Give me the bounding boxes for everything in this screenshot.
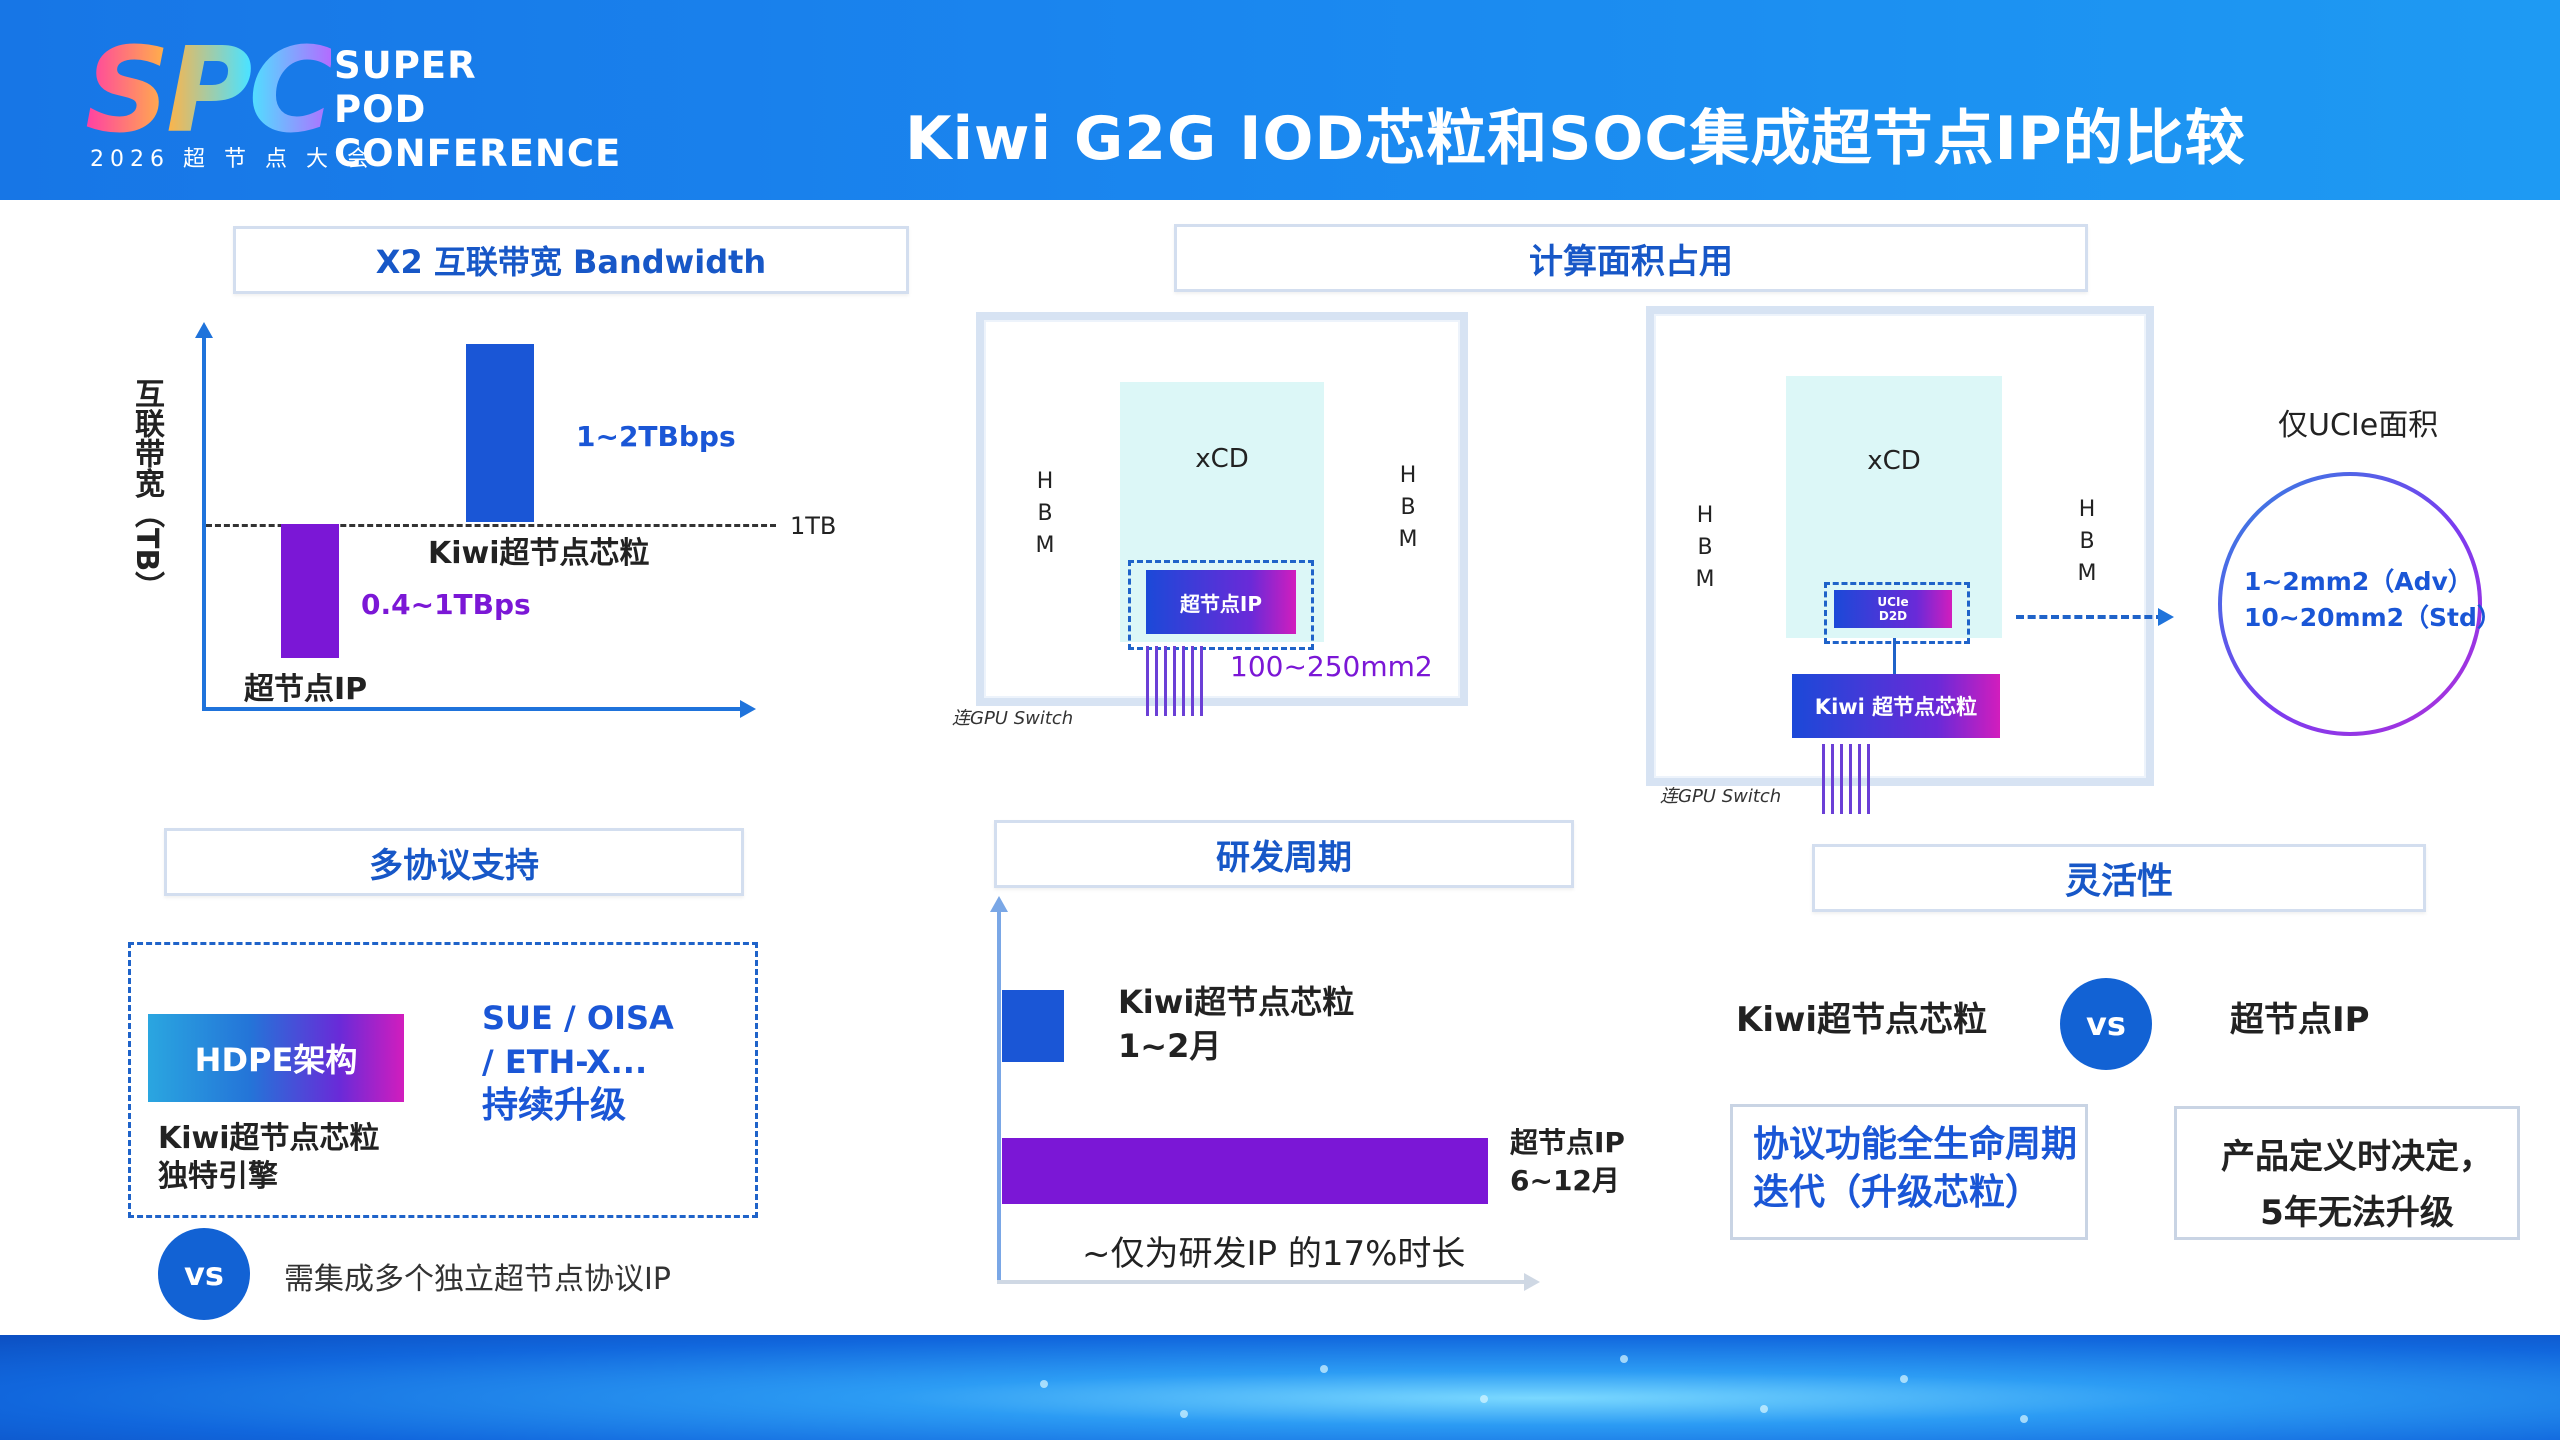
bandwidth-kiwi-name: Kiwi超节点芯粒 xyxy=(428,536,650,571)
area-right-ucie-chip: UCIe D2D xyxy=(1834,590,1952,628)
area-left-hbm-left: H B M xyxy=(1035,469,1055,558)
ucie-area-values: 1~2mm2（Adv） 10~20mm2（Std） xyxy=(2244,564,2502,636)
area-left-xcd-label: xCD xyxy=(1195,444,1249,474)
area-left-hbm-right: H B M xyxy=(1398,463,1418,552)
area-left-ip-outline xyxy=(1128,560,1314,650)
area-arrow-head xyxy=(2158,608,2174,626)
bandwidth-y-axis xyxy=(202,335,206,711)
area-left-pins xyxy=(1146,646,1203,716)
bandwidth-section-label: X2 互联带宽 Bandwidth xyxy=(233,226,909,294)
cycle-bar-ip xyxy=(1002,1138,1488,1204)
area-right-link xyxy=(1893,638,1896,674)
bandwidth-threshold-line xyxy=(206,524,776,527)
cycle-y-axis xyxy=(997,910,1001,1284)
protocol-section-label: 多协议支持 xyxy=(164,828,744,896)
page-title: Kiwi G2G IOD芯粒和SOC集成超节点IP的比较 xyxy=(905,104,2246,174)
bandwidth-kiwi-value: 1~2TBbps xyxy=(576,420,736,453)
ucie-area-adv: 1~2mm2（Adv） xyxy=(2244,567,2473,596)
cycle-kiwi-label: Kiwi超节点芯粒 1~2月 xyxy=(1118,983,1355,1065)
area-right-pins xyxy=(1822,744,1870,814)
flex-left-box: 协议功能全生命周期 迭代（升级芯粒） xyxy=(1730,1104,2088,1240)
protocol-compare-text: 需集成多个独立超节点协议IP xyxy=(284,1262,671,1297)
cycle-footnote: ~仅为研发IP 的17%时长 xyxy=(1082,1234,1466,1274)
area-right-kiwi-chip: Kiwi 超节点芯粒 xyxy=(1792,674,2000,738)
bandwidth-y-arrow xyxy=(195,322,213,338)
area-right-hbm-right: H B M xyxy=(2077,497,2097,586)
hdpe-chip: HDPE架构 xyxy=(148,1014,404,1102)
ucie-area-title: 仅UCIe面积 xyxy=(2278,408,2439,443)
cycle-bar-kiwi xyxy=(1002,990,1064,1062)
ucie-area-circle xyxy=(2218,472,2482,736)
bandwidth-ip-value: 0.4~1TBps xyxy=(361,588,531,621)
bandwidth-bar-ip xyxy=(281,524,339,658)
footer-banner xyxy=(0,1335,2560,1440)
flex-section-label: 灵活性 xyxy=(1812,844,2426,912)
logo-word-conference: CONFERENCE xyxy=(334,132,622,175)
area-right-xcd-label: xCD xyxy=(1867,446,1921,476)
cycle-section-label: 研发周期 xyxy=(994,820,1574,888)
protocol-box xyxy=(128,942,758,1218)
flex-right-box: 产品定义时决定， 5年无法升级 xyxy=(2174,1106,2520,1240)
logo-word-pod: POD xyxy=(334,88,427,131)
header-banner: SPC 2026 超 节 点 大 会 SUPER POD CONFERENCE … xyxy=(0,0,2560,200)
cycle-x-axis xyxy=(997,1280,1527,1284)
cycle-x-arrow xyxy=(1524,1273,1540,1291)
logo-word-super: SUPER xyxy=(334,44,477,87)
logo-year: 2026 超 节 点 大 会 xyxy=(90,147,375,172)
logo-mark: SPC xyxy=(85,21,335,159)
ucie-area-std: 10~20mm2（Std） xyxy=(2244,603,2502,632)
cycle-y-arrow xyxy=(990,896,1008,912)
flex-vs-badge: vs xyxy=(2060,978,2152,1070)
area-right-note: 连GPU Switch xyxy=(1660,786,1782,807)
bandwidth-x-arrow xyxy=(740,700,756,718)
area-arrow-line xyxy=(2016,615,2164,619)
area-left-ip-chip: 超节点IP xyxy=(1146,570,1296,634)
bandwidth-y-axis-label: 互联带宽（TB） xyxy=(129,378,164,602)
area-left-note: 连GPU Switch xyxy=(952,708,1074,729)
area-left-size: 100~250mm2 xyxy=(1230,650,1433,683)
cycle-ip-label: 超节点IP 6~12月 xyxy=(1510,1126,1625,1197)
protocol-kiwi-desc: Kiwi超节点芯粒 独特引擎 xyxy=(158,1121,380,1194)
area-section-label: 计算面积占用 xyxy=(1174,224,2088,292)
flex-left-name: Kiwi超节点芯粒 xyxy=(1736,1000,1988,1040)
bandwidth-bar-kiwi xyxy=(466,344,534,522)
area-right-hbm-left: H B M xyxy=(1695,503,1715,592)
area-right-ucie-outline xyxy=(1824,582,1970,644)
bandwidth-ip-name: 超节点IP xyxy=(244,672,368,707)
protocol-list: SUE / OISA / ETH-X... 持续升级 xyxy=(482,999,674,1126)
bandwidth-threshold-label: 1TB xyxy=(790,512,837,540)
bandwidth-x-axis xyxy=(202,707,742,711)
flex-right-name: 超节点IP xyxy=(2230,1000,2370,1040)
protocol-vs-badge: vs xyxy=(158,1228,250,1320)
